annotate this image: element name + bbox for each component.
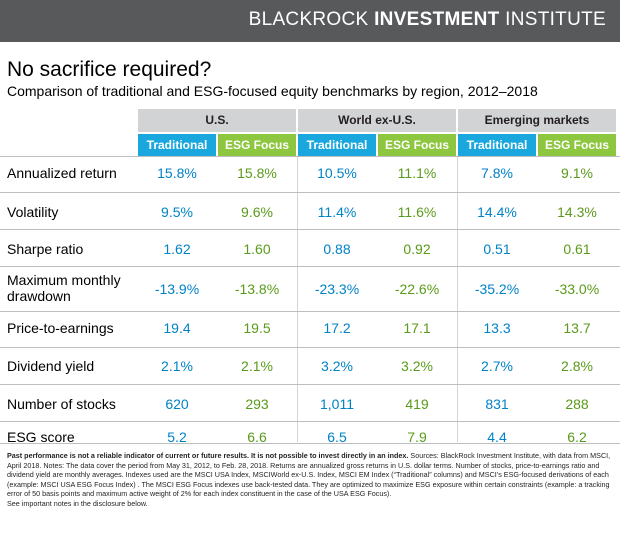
region-separator xyxy=(457,156,458,442)
table-cell: 419 xyxy=(405,396,429,412)
table-cell: 11.1% xyxy=(397,165,437,181)
table-cell: 11.6% xyxy=(397,204,437,220)
row-divider xyxy=(0,311,620,312)
region-header-world-ex-us: World ex-U.S. xyxy=(298,109,456,132)
table-cell: 293 xyxy=(245,396,269,412)
table-cell: -13.9% xyxy=(154,281,200,297)
region-header-us: U.S. xyxy=(138,109,296,132)
table-cell: 15.8% xyxy=(157,165,197,181)
row-divider xyxy=(0,347,620,348)
table-cell: 13.3 xyxy=(483,320,511,336)
page-title: No sacrifice required? xyxy=(7,58,212,81)
table-cell: 17.1 xyxy=(403,320,431,336)
table-cell: 0.51 xyxy=(483,241,511,257)
region-header-emerging-markets: Emerging markets xyxy=(458,109,616,132)
row-divider xyxy=(0,384,620,385)
row-divider xyxy=(0,421,620,422)
table-cell: 288 xyxy=(565,396,589,412)
table-cell: 2.8% xyxy=(561,358,593,374)
table-cell: 14.3% xyxy=(557,204,597,220)
table-cell: 14.4% xyxy=(477,204,517,220)
subheader-us-traditional: Traditional xyxy=(138,134,216,156)
subheader-em-esg: ESG Focus xyxy=(538,134,616,156)
row-divider xyxy=(0,443,620,444)
subheader-us-esg: ESG Focus xyxy=(218,134,296,156)
table-cell: -13.8% xyxy=(234,281,280,297)
brand-bar: BLACKROCK INVESTMENT INSTITUTE xyxy=(0,0,620,42)
table-cell: 7.8% xyxy=(481,165,513,181)
table-cell: 9.5% xyxy=(161,204,193,220)
subheader-world-traditional: Traditional xyxy=(298,134,376,156)
table-cell: 6.5 xyxy=(327,429,347,445)
row-divider xyxy=(0,266,620,267)
row-label-dividend-yield: Dividend yield xyxy=(7,358,95,374)
row-divider xyxy=(0,156,620,157)
row-label-sharpe-ratio: Sharpe ratio xyxy=(7,241,84,257)
table-cell: 0.61 xyxy=(563,241,591,257)
table-cell: 7.9 xyxy=(407,429,427,445)
row-label-volatility: Volatility xyxy=(7,204,59,220)
table-cell: 2.1% xyxy=(241,358,273,374)
row-label-maximum-monthly-drawdown: Maximum monthly drawdown xyxy=(7,272,121,304)
brand-logo-text: BLACKROCK INVESTMENT INSTITUTE xyxy=(248,9,606,30)
table-cell: 17.2 xyxy=(323,320,351,336)
row-divider xyxy=(0,192,620,193)
table-cell: 3.2% xyxy=(321,358,353,374)
table-cell: 620 xyxy=(165,396,189,412)
table-cell: 1,011 xyxy=(320,396,354,412)
region-separator xyxy=(297,156,298,442)
table-cell: 831 xyxy=(485,396,509,412)
table-cell: 1.62 xyxy=(163,241,191,257)
page-subtitle: Comparison of traditional and ESG-focuse… xyxy=(7,83,538,99)
table-cell: 3.2% xyxy=(401,358,433,374)
row-label-annualized-return: Annualized return xyxy=(7,165,117,181)
table-cell: 19.5 xyxy=(243,320,271,336)
subheader-world-esg: ESG Focus xyxy=(378,134,456,156)
row-label-number-of-stocks: Number of stocks xyxy=(7,396,116,412)
table-cell: 19.4 xyxy=(163,320,191,336)
table-cell: 0.92 xyxy=(403,241,431,257)
table-cell: 13.7 xyxy=(563,320,591,336)
table-cell: -23.3% xyxy=(314,281,360,297)
table-cell: 4.4 xyxy=(487,429,507,445)
row-divider xyxy=(0,229,620,230)
footnote: Past performance is not a reliable indic… xyxy=(7,451,611,508)
table-cell: -22.6% xyxy=(394,281,440,297)
table-cell: 2.7% xyxy=(481,358,513,374)
table-cell: 0.88 xyxy=(323,241,351,257)
table-cell: -35.2% xyxy=(474,281,520,297)
table-cell: 5.2 xyxy=(167,429,187,445)
table-cell: 9.6% xyxy=(241,204,273,220)
table-cell: 15.8% xyxy=(237,165,277,181)
row-label-price-to-earnings: Price-to-earnings xyxy=(7,320,114,336)
table-cell: -33.0% xyxy=(554,281,600,297)
table-cell: 2.1% xyxy=(161,358,193,374)
table-cell: 11.4% xyxy=(317,204,357,220)
table-cell: 1.60 xyxy=(243,241,271,257)
table-cell: 6.2 xyxy=(567,429,587,445)
table-cell: 10.5% xyxy=(317,165,357,181)
table-cell: 9.1% xyxy=(561,165,593,181)
subheader-em-traditional: Traditional xyxy=(458,134,536,156)
row-label-esg-score: ESG score xyxy=(7,429,75,445)
table-cell: 6.6 xyxy=(247,429,267,445)
